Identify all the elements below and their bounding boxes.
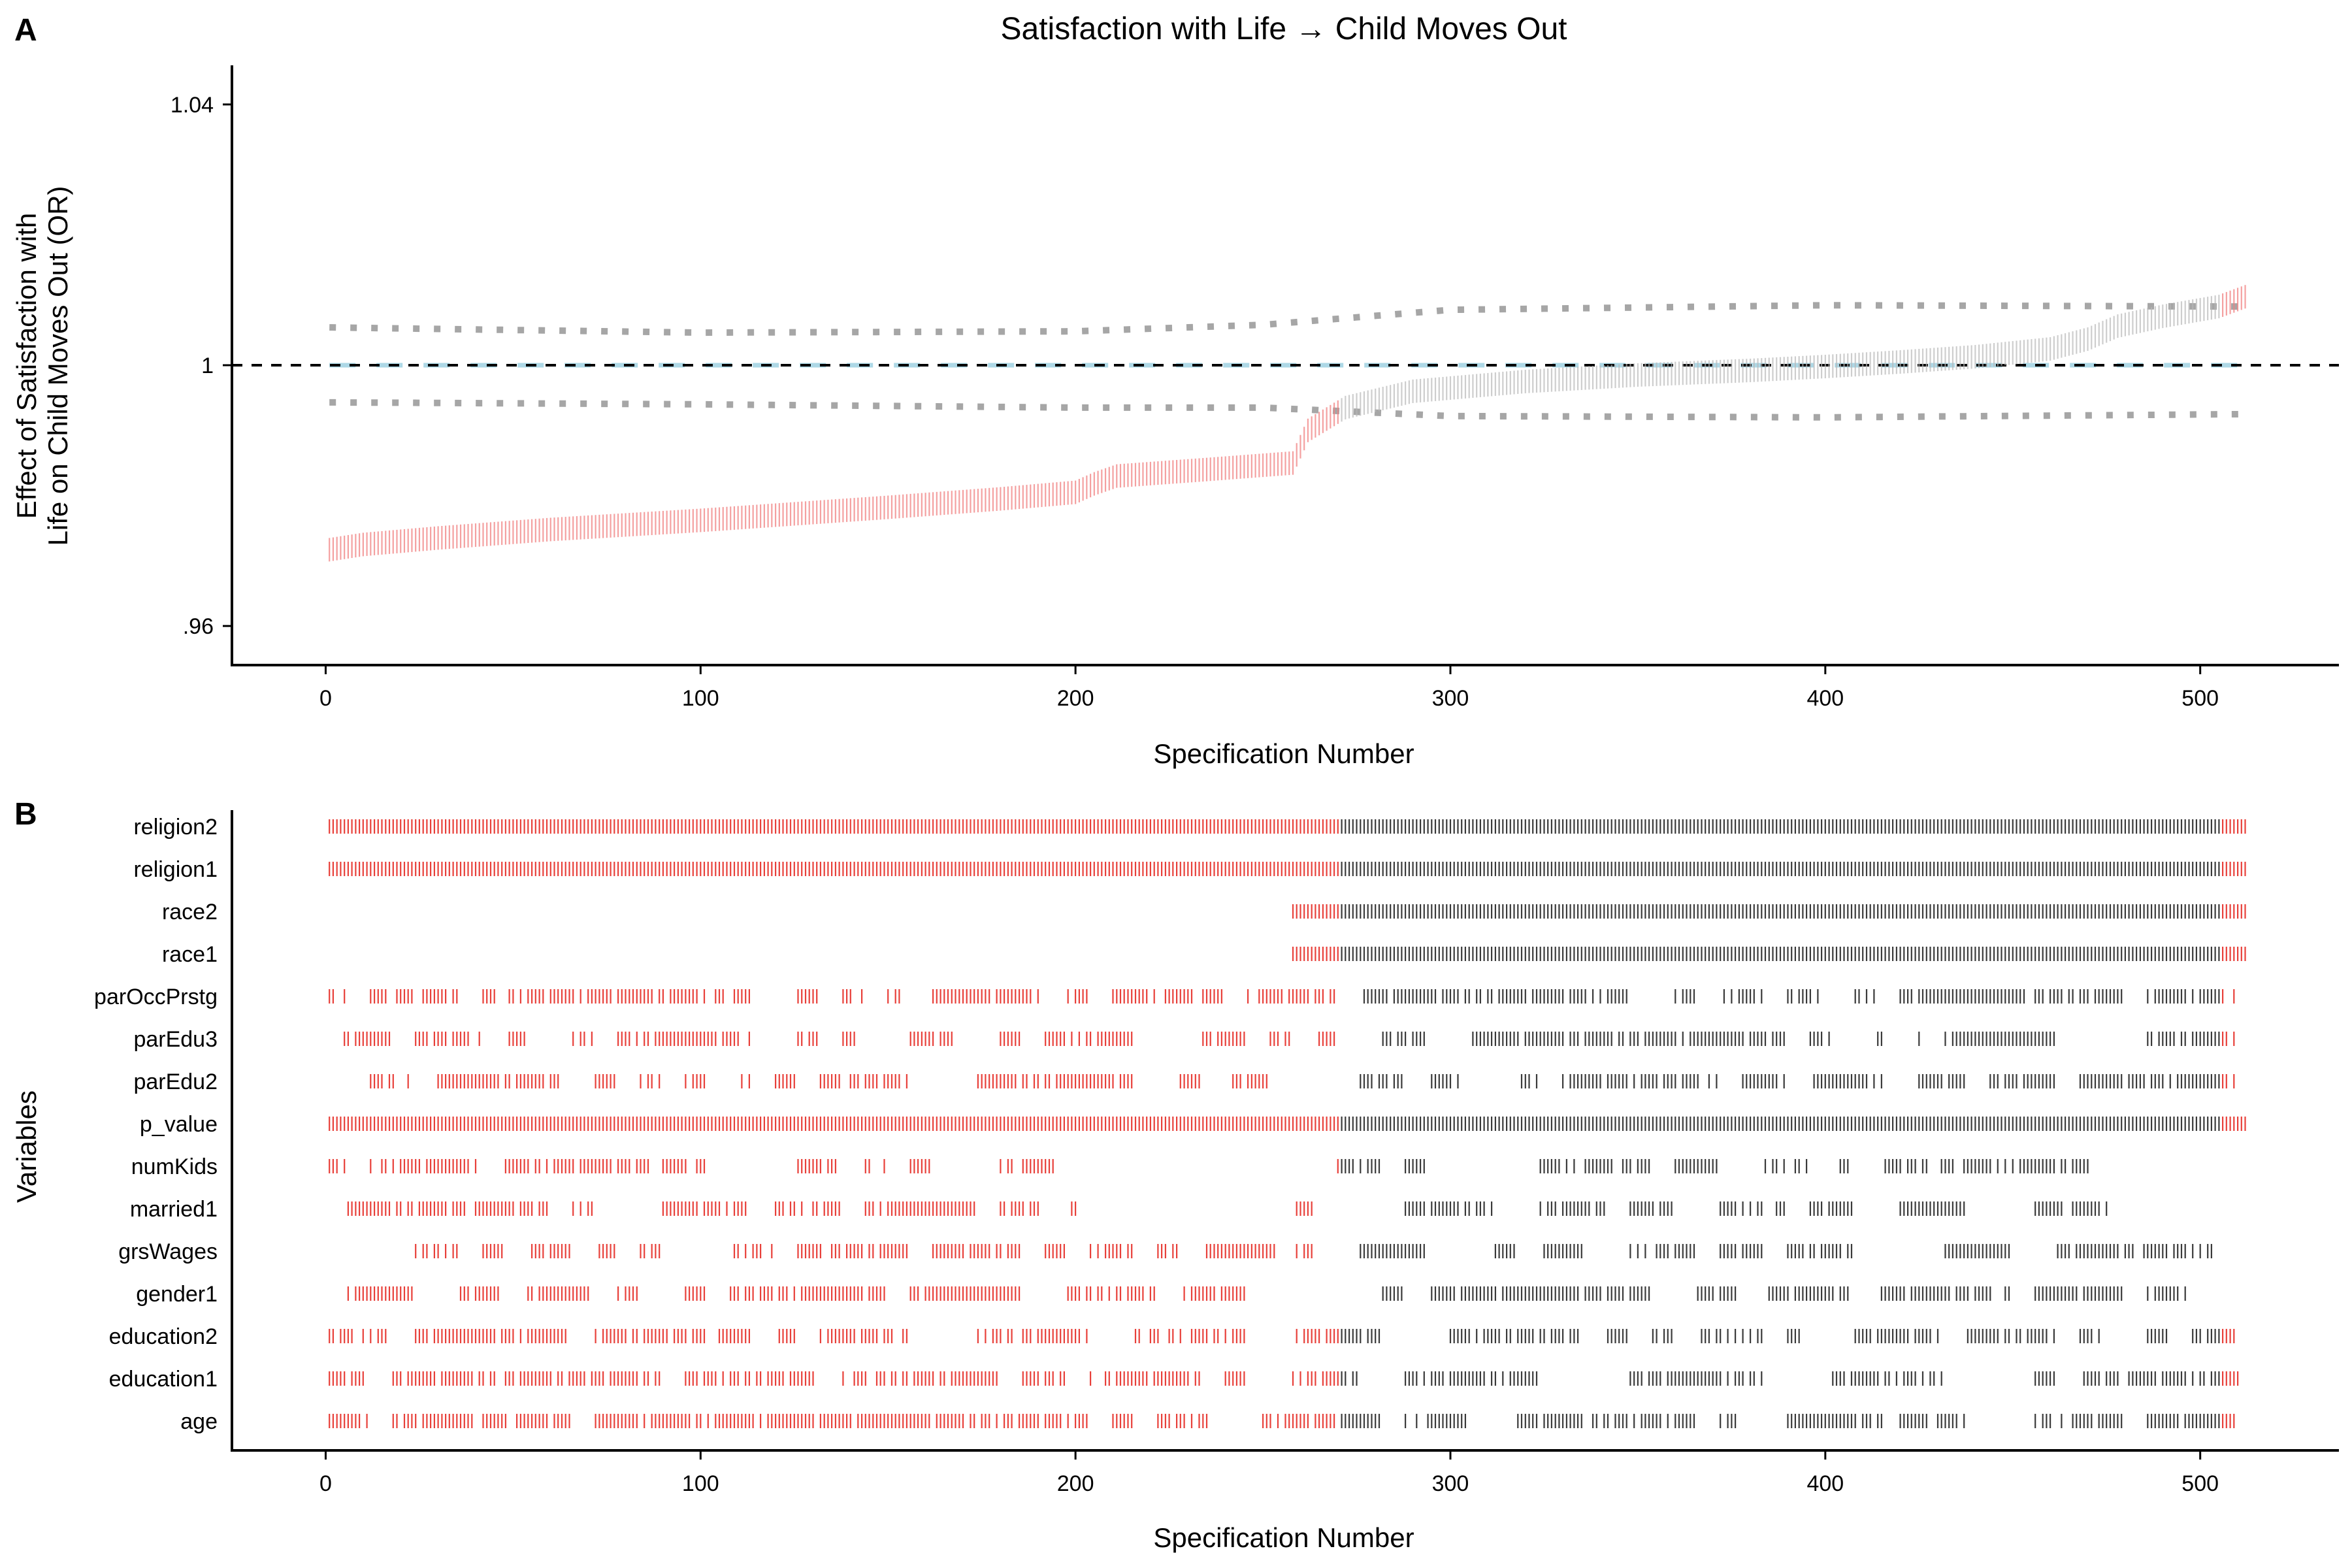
- panel-b-x-axis-title: Specification Number: [1153, 1522, 1414, 1553]
- x-tick-label: 500: [2181, 686, 2219, 711]
- variable-label: grsWages: [118, 1239, 218, 1264]
- variable-marks-significant: [370, 1074, 2235, 1088]
- variable-label: p_value: [140, 1112, 218, 1137]
- variable-label: gender1: [136, 1282, 218, 1307]
- variable-marks-significant: [344, 1032, 2235, 1046]
- x-tick-label: 0: [319, 1471, 332, 1496]
- variable-marks-significant: [329, 1117, 2246, 1131]
- panel-b-plot-area: [329, 819, 2246, 1428]
- panel-a-label: A: [14, 13, 37, 48]
- chart-title: Satisfaction with Life → Child Moves Out: [1000, 12, 1567, 46]
- x-tick-label: 100: [682, 686, 719, 711]
- variable-marks-nonsignificant: [1341, 1371, 2220, 1386]
- variable-marks-significant: [329, 1159, 1339, 1173]
- variable-label: religion2: [133, 815, 218, 840]
- panel-b-variable-inclusion: B religion2 religion1 race2 race1 parOccPrst…: [11, 797, 2339, 1553]
- panel-b-label: B: [14, 797, 37, 832]
- variable-marks-significant: [329, 819, 2246, 834]
- panel-a-x-axis-title: Specification Number: [1153, 738, 1414, 769]
- x-tick-label: 200: [1057, 686, 1094, 711]
- variable-marks-significant: [1292, 947, 2246, 961]
- variable-label: race2: [162, 900, 218, 924]
- variable-label: race1: [162, 942, 218, 967]
- panel-a-y-axis-title-line-1: Effect of Satisfaction with: [11, 213, 42, 519]
- x-tick-label: 0: [319, 686, 332, 711]
- variable-marks-nonsignificant: [1341, 1329, 2220, 1343]
- x-tick-label: 300: [1432, 1471, 1469, 1496]
- variable-label: parEdu2: [133, 1070, 218, 1094]
- panel-b-variable-labels: religion2 religion1 race2 race1 parOccPrstg p…: [94, 815, 218, 1434]
- panel-b-x-ticks: 0 100 200 300 400 500: [319, 1450, 2219, 1496]
- variable-marks-nonsignificant: [1363, 989, 2220, 1004]
- panel-a-x-ticks: 0 100 200 300 400 500: [319, 665, 2219, 711]
- panel-a-effect-curve: A Satisfaction with Life → Child Moves O…: [11, 12, 2339, 769]
- variable-label: religion1: [133, 857, 218, 882]
- variable-label: numKids: [131, 1154, 218, 1179]
- variable-marks-nonsignificant: [1360, 1244, 2212, 1258]
- variable-marks-nonsignificant: [1405, 1201, 2108, 1216]
- variable-marks-nonsignificant: [1341, 1159, 2089, 1173]
- variable-label: parEdu3: [133, 1027, 218, 1052]
- variable-marks-nonsignificant: [1341, 947, 2220, 961]
- y-tick-label: 1: [201, 353, 214, 378]
- variable-label: age: [180, 1409, 218, 1434]
- variable-marks-significant: [347, 1201, 1313, 1216]
- panel-a-plot-area: [232, 285, 2339, 562]
- variable-label: education2: [109, 1324, 218, 1349]
- panel-b-y-axis-title: Variables: [11, 1090, 42, 1203]
- variable-label: married1: [130, 1197, 218, 1222]
- variable-marks-nonsignificant: [1341, 1414, 2220, 1428]
- x-tick-label: 400: [1806, 686, 1844, 711]
- variable-marks-nonsignificant: [1382, 1032, 2220, 1046]
- variable-marks-significant: [329, 862, 2246, 876]
- x-tick-label: 500: [2181, 1471, 2219, 1496]
- y-tick-label: 1.04: [171, 93, 214, 118]
- y-tick-label: .96: [183, 614, 214, 639]
- variable-marks-significant: [1292, 904, 2246, 919]
- panel-a-y-ticks: .96 1 1.04: [171, 93, 232, 639]
- variable-marks-significant: [329, 989, 2235, 1004]
- variable-marks-significant: [347, 1286, 1245, 1301]
- ci-lower-line: [329, 399, 2242, 421]
- variable-marks-significant: [329, 1329, 2235, 1343]
- variable-marks-nonsignificant: [1341, 1117, 2220, 1131]
- ci-upper-line: [329, 302, 2242, 336]
- variable-marks-nonsignificant: [1382, 1286, 2186, 1301]
- x-tick-label: 200: [1057, 1471, 1094, 1496]
- variable-marks-significant: [415, 1244, 1313, 1258]
- variable-marks-significant: [329, 1371, 2239, 1386]
- x-tick-label: 300: [1432, 686, 1469, 711]
- variable-marks-nonsignificant: [1341, 904, 2220, 919]
- variable-label: parOccPrstg: [94, 985, 218, 1009]
- panel-a-y-axis-title-line-2: Life on Child Moves Out (OR): [42, 186, 73, 546]
- variable-label: education1: [109, 1367, 218, 1392]
- variable-marks-nonsignificant: [1360, 1074, 2220, 1088]
- x-tick-label: 100: [682, 1471, 719, 1496]
- x-tick-label: 400: [1806, 1471, 1844, 1496]
- variable-marks-nonsignificant: [1341, 819, 2220, 834]
- variable-marks-nonsignificant: [1341, 862, 2220, 876]
- variable-marks-significant: [329, 1414, 2235, 1428]
